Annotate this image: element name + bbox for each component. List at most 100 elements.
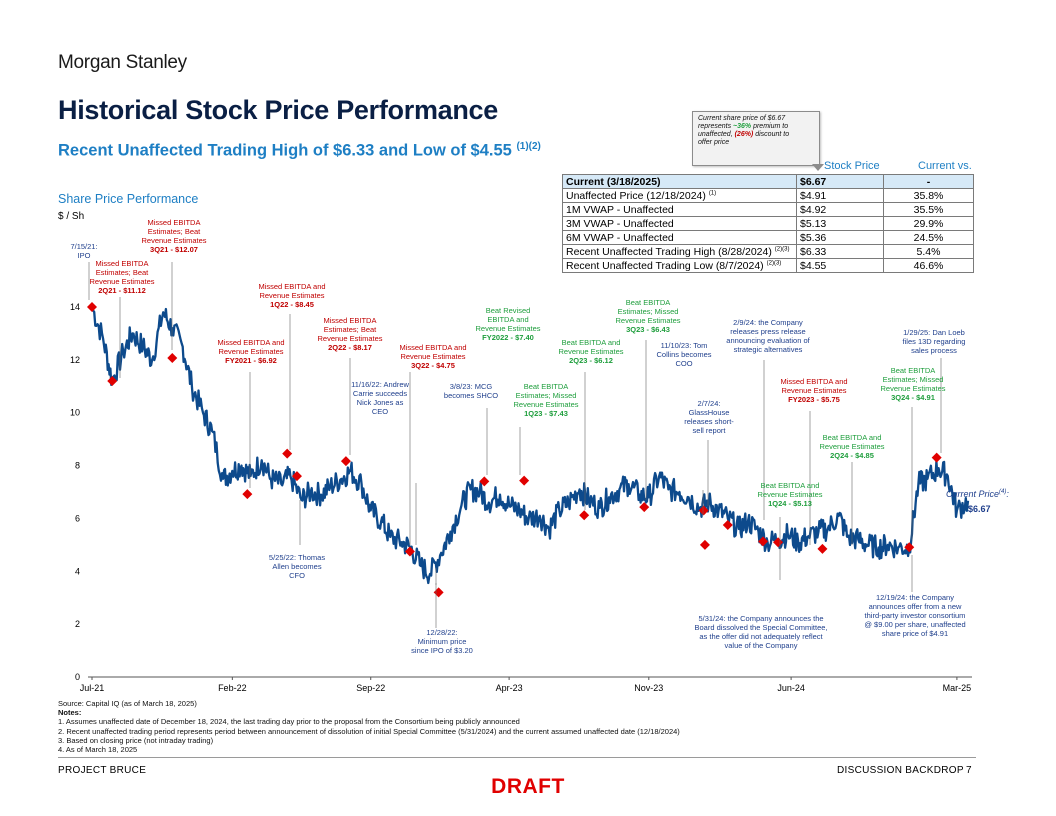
annotation-line: announces offer from a new: [868, 602, 962, 611]
annotation-line: Missed EBITDA and: [780, 377, 848, 386]
note-2: 2. Recent unaffected trading period repr…: [58, 726, 680, 736]
current-price-value: $6.67: [968, 504, 991, 514]
annotation-line: 2Q23 - $6.12: [569, 356, 613, 365]
annotation-line: strategic alternatives: [733, 345, 803, 354]
price-summary-table: Current (3/18/2025) $6.67- Unaffected Pri…: [562, 174, 974, 273]
row-price: $4.55: [796, 258, 884, 273]
event-annotation: Missed EBITDA and Revenue Estimates FY2023…: [780, 377, 847, 404]
section-name: DISCUSSION BACKDROP: [837, 765, 964, 776]
callout-discount: (26%): [734, 131, 754, 138]
annotation-line: Revenue Estimates: [400, 352, 466, 361]
annotation-line: becomes SHCO: [443, 391, 499, 400]
annotation-line: Missed EBITDA and: [217, 338, 285, 347]
annotation-line: third-party investor consortium: [864, 611, 966, 620]
annotation-line: Estimates; Missed: [882, 375, 944, 384]
event-annotation: Beat EBITDA and Revenue Estimates 1Q24 - $…: [757, 481, 822, 508]
annotation-line: COO: [675, 359, 693, 368]
event-marker: [167, 353, 178, 364]
x-tick-label: Jul-21: [80, 683, 105, 693]
annotation-line: Estimates; Missed: [617, 307, 679, 316]
row-label: Current (3/18/2025): [562, 174, 797, 189]
callout-line-3: unaffected, (26%) discount to: [698, 131, 790, 138]
premium-callout: Current share price of $6.67 represents …: [692, 111, 820, 166]
event-marker: [698, 505, 709, 516]
event-annotation: 5/31/24: the Company announces the Board …: [695, 614, 828, 650]
row-label: Recent Unaffected Trading Low (8/7/2024)…: [562, 258, 797, 273]
event-annotation: Beat EBITDA Estimates; Missed Revenue Esti…: [513, 382, 578, 418]
annotation-line: Beat EBITDA and: [822, 433, 882, 442]
share-price-chart: 0 2 4 6 8 10 12 14 Jul-21 Feb-22 Sep-22 Apr-23 Nov-2…: [70, 262, 972, 693]
x-tick-label: Jun-24: [777, 683, 805, 693]
chart-title: Share Price Performance: [58, 192, 199, 206]
page-number: 7: [966, 765, 972, 776]
x-tick-label: Sep-22: [356, 683, 385, 693]
callout-pointer: [812, 164, 824, 171]
y-tick-label: 12: [70, 355, 80, 365]
annotation-line: Revenue Estimates: [218, 347, 284, 356]
event-annotation: Beat EBITDA and Revenue Estimates 2Q23 - $…: [558, 338, 623, 365]
annotation-line: files 13D regarding: [902, 337, 966, 346]
subtitle-text: Recent Unaffected Trading High of $6.33 …: [58, 141, 512, 160]
y-tick-label: 14: [70, 302, 80, 312]
event-marker: [479, 476, 490, 487]
annotation-line: Board dissolved the Special Committee,: [694, 623, 828, 632]
annotation-line: FY2021 - $6.92: [225, 356, 277, 365]
annotation-line: Collins becomes: [656, 350, 712, 359]
annotation-line: Revenue Estimates: [558, 347, 624, 356]
callout-line-4: offer price: [698, 139, 730, 146]
event-marker: [773, 537, 784, 548]
event-annotation: 11/16/22: Andrew Carrie succeeds Nick Jone…: [351, 380, 409, 416]
callout-line-1: Current share price of $6.67: [698, 115, 786, 122]
x-tick-label: Apr-23: [496, 683, 523, 693]
annotation-line: 1Q23 - $7.43: [524, 409, 568, 418]
event-annotation: Missed EBITDA and Revenue Estimates FY2021…: [217, 338, 284, 365]
annotation-line: Missed EBITDA: [95, 259, 149, 268]
event-marker: [291, 471, 302, 482]
annotation-line: sell report: [692, 426, 726, 435]
annotation-line: Missed EBITDA and: [258, 282, 326, 291]
annotation-line: Revenue Estimates: [757, 490, 823, 499]
annotation-line: 5/25/22: Thomas: [268, 553, 326, 562]
annotation-line: Estimates; Beat: [323, 325, 377, 334]
annotation-line: Beat EBITDA: [523, 382, 569, 391]
event-annotation: 12/19/24: the Company announces offer fro…: [864, 593, 965, 638]
table-row: Recent Unaffected Trading Low (8/7/2024)…: [562, 258, 974, 273]
event-marker: [340, 456, 351, 467]
annotation-line: Beat Revised: [485, 306, 531, 315]
annotation-line: 11/16/22: Andrew: [351, 380, 409, 389]
callout-line-2: represents ~36% premium to: [698, 123, 789, 130]
annotation-line: sales process: [911, 346, 957, 355]
annotation-line: Beat EBITDA: [625, 298, 671, 307]
event-annotation: Missed EBITDA Estimates; Beat Revenue Esti…: [89, 259, 154, 295]
annotation-line: IPO: [77, 251, 91, 260]
event-annotation: 2/9/24: the Company releases press releas…: [726, 318, 809, 354]
x-tick-label: Nov-23: [634, 683, 663, 693]
annotation-line: Revenue Estimates: [880, 384, 946, 393]
row-current-vs: 5.4%: [883, 244, 974, 259]
annotation-line: FY2023 - $5.75: [788, 395, 840, 404]
event-annotation: Beat EBITDA Estimates; Missed Revenue Esti…: [880, 366, 945, 402]
annotation-line: GlassHouse: [688, 408, 730, 417]
event-marker: [931, 452, 942, 463]
annotation-line: Revenue Estimates: [513, 400, 579, 409]
y-tick-label: 6: [75, 513, 80, 523]
annotation-line: 1Q22 - $8.45: [270, 300, 314, 309]
annotation-line: Carrie succeeds: [352, 389, 408, 398]
annotation-line: releases short-: [684, 417, 734, 426]
x-tick-label: Mar-25: [943, 683, 972, 693]
annotation-line: Nick Jones as: [356, 398, 404, 407]
event-annotation: Missed EBITDA Estimates; Beat Revenue Esti…: [141, 218, 206, 254]
event-annotation: 7/15/21: IPO: [70, 242, 97, 260]
note-3: 3. Based on closing price (not intraday …: [58, 735, 214, 745]
annotation-line: 2Q22 - $8.17: [328, 343, 372, 352]
annotation-line: 5/31/24: the Company announces the: [698, 614, 824, 623]
annotation-line: @ $9.00 per share, unaffected: [864, 620, 966, 629]
annotation-line: releases press release: [730, 327, 806, 336]
event-marker: [519, 475, 530, 486]
event-marker: [817, 543, 828, 554]
event-marker: [107, 376, 118, 386]
note-4: 4. As of March 18, 2025: [58, 745, 138, 755]
event-annotation: Beat Revised EBITDA and Revenue Estimates F…: [475, 306, 540, 342]
subtitle-note: (1)(2): [516, 141, 541, 152]
annotation-line: CFO: [289, 571, 305, 580]
